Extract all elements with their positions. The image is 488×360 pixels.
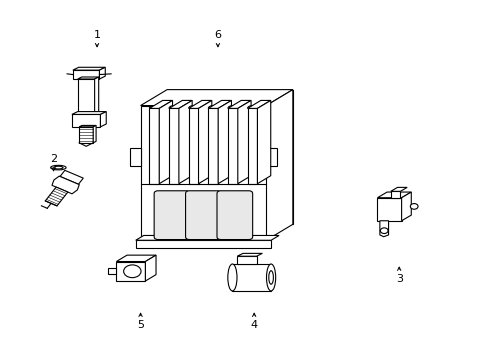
Polygon shape — [79, 125, 96, 127]
Polygon shape — [265, 148, 276, 166]
Polygon shape — [169, 108, 179, 184]
Text: 2: 2 — [50, 154, 57, 164]
FancyBboxPatch shape — [185, 191, 221, 239]
Polygon shape — [179, 100, 192, 184]
Polygon shape — [145, 255, 156, 281]
Polygon shape — [188, 100, 211, 108]
Polygon shape — [73, 70, 99, 79]
Polygon shape — [247, 108, 257, 184]
Polygon shape — [72, 112, 106, 114]
Ellipse shape — [227, 264, 237, 291]
Polygon shape — [208, 100, 231, 108]
Polygon shape — [159, 100, 172, 184]
Polygon shape — [377, 192, 410, 198]
Polygon shape — [198, 100, 211, 184]
Polygon shape — [79, 127, 93, 143]
Text: 1: 1 — [93, 30, 101, 40]
Polygon shape — [140, 90, 292, 105]
Circle shape — [409, 203, 417, 209]
Polygon shape — [100, 112, 106, 127]
Ellipse shape — [266, 264, 275, 291]
Text: 6: 6 — [214, 30, 221, 40]
FancyBboxPatch shape — [154, 191, 189, 239]
Polygon shape — [78, 79, 95, 114]
Polygon shape — [116, 261, 145, 281]
Polygon shape — [237, 253, 262, 256]
Polygon shape — [99, 67, 105, 79]
FancyBboxPatch shape — [217, 191, 252, 239]
Polygon shape — [93, 125, 96, 143]
Polygon shape — [60, 170, 83, 184]
Polygon shape — [379, 221, 388, 237]
Polygon shape — [78, 77, 99, 79]
Polygon shape — [140, 105, 265, 240]
Text: 5: 5 — [137, 320, 144, 330]
Polygon shape — [130, 148, 140, 166]
Polygon shape — [390, 187, 407, 192]
Polygon shape — [169, 100, 192, 108]
Polygon shape — [257, 100, 270, 184]
Polygon shape — [72, 114, 100, 127]
Polygon shape — [208, 108, 218, 184]
Polygon shape — [237, 100, 250, 184]
Polygon shape — [227, 108, 237, 184]
Polygon shape — [265, 90, 292, 240]
Polygon shape — [377, 198, 401, 221]
Polygon shape — [149, 108, 159, 184]
Circle shape — [123, 265, 141, 278]
Polygon shape — [107, 268, 116, 274]
Polygon shape — [45, 187, 68, 206]
Polygon shape — [237, 256, 256, 264]
Polygon shape — [136, 235, 279, 240]
Polygon shape — [232, 264, 270, 291]
Text: 3: 3 — [395, 274, 402, 284]
Polygon shape — [218, 100, 231, 184]
Polygon shape — [390, 192, 400, 198]
Polygon shape — [116, 255, 156, 261]
Polygon shape — [247, 100, 270, 108]
Polygon shape — [52, 176, 79, 194]
Text: 4: 4 — [250, 320, 257, 330]
Polygon shape — [73, 67, 105, 70]
Polygon shape — [227, 100, 250, 108]
Polygon shape — [149, 100, 172, 108]
Polygon shape — [167, 90, 292, 224]
Polygon shape — [136, 240, 270, 248]
Polygon shape — [188, 108, 198, 184]
Polygon shape — [401, 192, 410, 221]
Polygon shape — [95, 77, 99, 114]
